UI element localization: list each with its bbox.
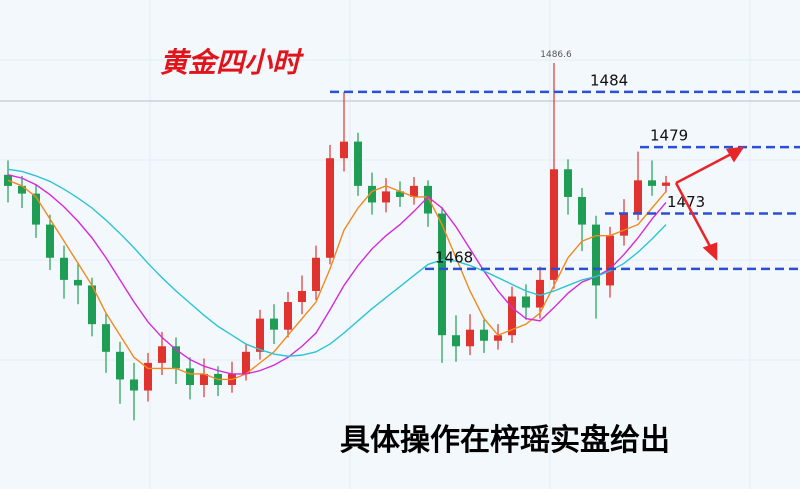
level-label: 1479 <box>650 127 688 145</box>
candle-body <box>4 174 12 186</box>
candle-body <box>564 169 572 197</box>
ma-line <box>7 174 667 375</box>
candle-body <box>368 185 376 203</box>
candle-body <box>326 158 334 258</box>
candle-body <box>172 346 180 369</box>
candle-body <box>284 302 292 330</box>
candle-body <box>508 296 516 336</box>
candle-body <box>424 185 432 214</box>
level-label: 1468 <box>435 248 473 266</box>
candle-body <box>662 182 670 186</box>
candle-body <box>634 180 642 214</box>
candle-body <box>536 279 544 308</box>
candle-body <box>18 185 26 194</box>
candle-body <box>46 224 54 258</box>
candle-body <box>158 346 166 363</box>
candle-body <box>88 285 96 325</box>
candle-body <box>130 379 138 391</box>
candle-body <box>116 351 124 380</box>
arrows <box>674 146 745 261</box>
candle-body <box>298 290 306 303</box>
candle-body <box>606 235 614 286</box>
candle-body <box>382 191 390 203</box>
candle-body <box>620 213 628 236</box>
candle-body <box>354 141 362 186</box>
candle-body <box>550 169 558 280</box>
candle-body <box>256 318 264 352</box>
candle-body <box>410 185 418 197</box>
candle-body <box>200 373 208 386</box>
candle-body <box>494 335 502 341</box>
candle-body <box>102 324 110 352</box>
candle-body <box>144 362 152 391</box>
candle-body <box>578 196 586 225</box>
candle-body <box>312 257 320 291</box>
candle-body <box>522 296 530 308</box>
level-label: 1484 <box>590 71 628 89</box>
candle-body <box>592 224 600 286</box>
ma-line <box>7 179 667 381</box>
candle-body <box>32 193 40 225</box>
candle-body <box>270 318 278 330</box>
candle-body <box>396 191 404 197</box>
plot: 1486.61484147914731468 <box>4 50 800 421</box>
annotation: 具体操作在梓瑶实盘给出 <box>340 423 670 458</box>
candle-body <box>340 141 348 159</box>
ma-line <box>7 168 667 357</box>
candle-body <box>438 213 446 336</box>
candle-body <box>60 257 68 280</box>
candle-body <box>480 329 488 341</box>
candle-body <box>452 335 460 347</box>
candle-body <box>74 279 82 286</box>
candle-body <box>648 180 656 186</box>
peak-label: 1486.6 <box>540 50 572 60</box>
chart-title: 黄金四小时 <box>160 46 305 79</box>
candle-body <box>242 351 250 374</box>
candle-body <box>466 329 474 347</box>
candle-body <box>186 368 194 386</box>
